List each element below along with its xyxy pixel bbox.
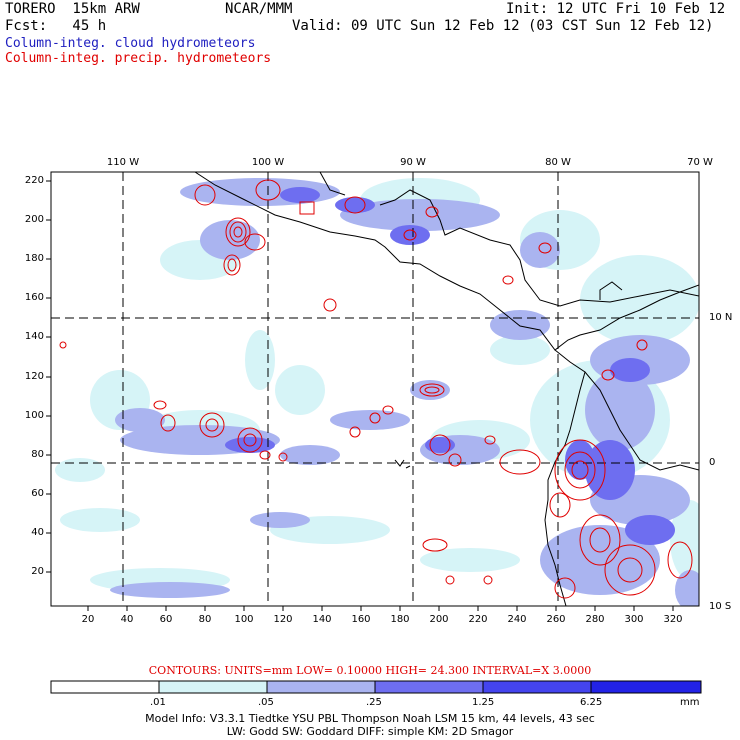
x-tick-label: 80 (198, 614, 212, 625)
lat-lon-grid (51, 172, 699, 606)
lat-tick-label: 10 S (709, 601, 732, 612)
x-tick-label: 20 (81, 614, 95, 625)
x-tick-label: 180 (390, 614, 410, 625)
x-tick-label: 280 (585, 614, 605, 625)
x-tick-label: 120 (273, 614, 293, 625)
x-tick-label: 60 (159, 614, 173, 625)
y-tick-label: 200 (24, 214, 44, 225)
colorbar-segment (50, 680, 160, 694)
lat-tick-label: 10 N (709, 312, 733, 323)
colorbar-segment (590, 680, 702, 694)
y-tick-label: 60 (31, 488, 44, 499)
y-tick-label: 100 (24, 410, 44, 421)
x-tick-label: 240 (507, 614, 527, 625)
lat-tick-label: 0 (709, 457, 716, 468)
colorbar-unit: mm (680, 697, 700, 708)
colorbar-label: .25 (366, 697, 382, 708)
cloud-field (55, 178, 699, 606)
y-tick-label: 140 (24, 331, 44, 342)
x-tick-label: 200 (429, 614, 449, 625)
coastlines (194, 172, 699, 606)
lon-tick-label: 70 W (687, 157, 713, 168)
colorbar-segment (266, 680, 376, 694)
y-tick-label: 160 (24, 292, 44, 303)
x-tick-label: 220 (468, 614, 488, 625)
model-title: TORERO 15km ARW (5, 1, 140, 17)
x-tick-label: 260 (546, 614, 566, 625)
precip-contours (59, 179, 693, 599)
center-name: NCAR/MMM (225, 1, 293, 17)
x-tick-label: 320 (663, 614, 683, 625)
y-tick-label: 40 (31, 527, 44, 538)
y-tick-label: 20 (31, 566, 44, 577)
lon-tick-label: 100 W (251, 157, 285, 168)
axis-ticks (46, 180, 674, 611)
x-tick-label: 140 (312, 614, 332, 625)
lon-tick-label: 110 W (106, 157, 140, 168)
lon-tick-label: 80 W (545, 157, 571, 168)
field-cloud-label: Column-integ. cloud hydrometeors (5, 36, 256, 51)
colorbar-segment (482, 680, 592, 694)
colorbar-segment (158, 680, 268, 694)
init-time: Init: 12 UTC Fri 10 Feb 12 (506, 1, 726, 17)
x-tick-label: 100 (234, 614, 254, 625)
x-tick-label: 160 (351, 614, 371, 625)
y-tick-label: 180 (24, 253, 44, 264)
colorbar-segment (374, 680, 484, 694)
y-tick-label: 220 (24, 175, 44, 186)
colorbar-label: .05 (258, 697, 274, 708)
y-tick-label: 120 (24, 371, 44, 382)
lon-tick-label: 90 W (400, 157, 426, 168)
x-tick-label: 40 (120, 614, 134, 625)
colorbar-label: .01 (150, 697, 166, 708)
map-border (50, 171, 700, 607)
colorbar-label: 6.25 (580, 697, 603, 708)
y-tick-label: 80 (31, 449, 44, 460)
model-info-line1: Model Info: V3.3.1 Tiedtke YSU PBL Thomp… (145, 712, 595, 725)
x-tick-label: 300 (624, 614, 644, 625)
forecast-hour: Fcst: 45 h (5, 18, 107, 34)
colorbar-label: 1.25 (472, 697, 495, 708)
model-info-line2: LW: Godd SW: Goddard DIFF: simple KM: 2D… (226, 725, 514, 738)
contour-info: CONTOURS: UNITS=mm LOW= 0.10000 HIGH= 24… (148, 664, 592, 677)
field-precip-label: Column-integ. precip. hydrometeors (5, 51, 272, 66)
valid-time: Valid: 09 UTC Sun 12 Feb 12 (03 CST Sun … (292, 18, 714, 34)
